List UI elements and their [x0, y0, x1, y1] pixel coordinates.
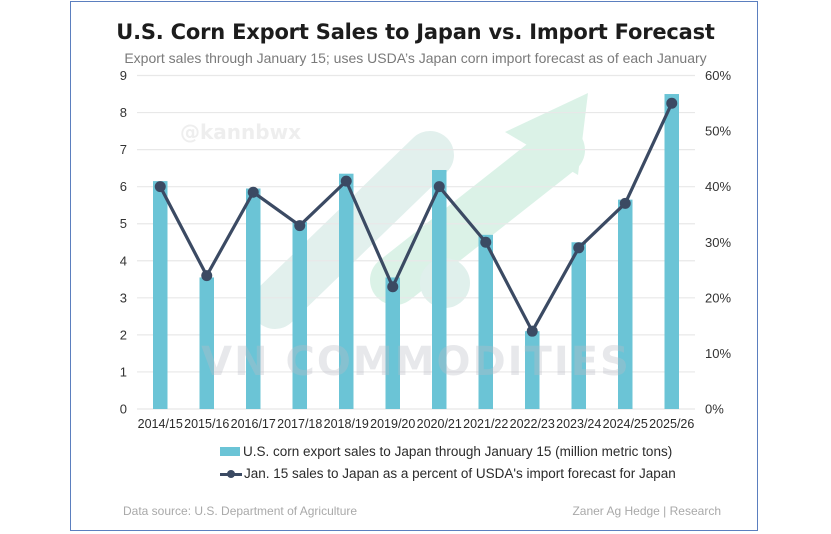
- left-tick-label: 3: [120, 290, 127, 305]
- line-path: [158, 102, 674, 333]
- right-tick-label: 40%: [705, 179, 731, 194]
- left-tick-label: 6: [120, 179, 127, 194]
- x-tick-label: 2017/18: [277, 417, 322, 431]
- watermark-layer: @kannbwx: [180, 93, 588, 329]
- arrow-head: [505, 93, 588, 175]
- line-point: [480, 236, 492, 248]
- bar: [525, 331, 540, 409]
- line-series: [154, 97, 678, 337]
- left-tick-label: 0: [120, 402, 127, 417]
- right-tick-label: 10%: [705, 346, 731, 361]
- legend-item-bars: U.S. corn export sales to Japan through …: [220, 444, 672, 459]
- legend-bar-label: U.S. corn export sales to Japan through …: [243, 444, 673, 459]
- line-point: [387, 281, 399, 293]
- credit: Zaner Ag Hedge | Research: [572, 504, 721, 518]
- bar-series: [153, 94, 679, 410]
- right-tick-label: 20%: [705, 290, 731, 305]
- left-tick-label: 7: [120, 142, 127, 157]
- bar: [664, 94, 679, 410]
- line-point: [666, 97, 678, 109]
- bar: [246, 188, 261, 409]
- x-tick-label: 2016/17: [231, 417, 276, 431]
- line-point: [433, 181, 445, 193]
- bar: [478, 234, 493, 409]
- x-tick-label: 2024/25: [603, 417, 648, 431]
- legend-item-line: Jan. 15 sales to Japan as a percent of U…: [220, 466, 676, 481]
- line-point: [247, 186, 259, 198]
- bar: [292, 221, 307, 409]
- line-point: [526, 325, 538, 337]
- bar: [339, 173, 354, 409]
- bar: [385, 277, 400, 409]
- left-tick-label: 1: [120, 364, 127, 379]
- handle-watermark: @kannbwx: [180, 120, 301, 144]
- x-tick-label: 2015/16: [184, 417, 229, 431]
- x-tick-label: 2021/22: [463, 417, 508, 431]
- data-source: Data source: U.S. Department of Agricult…: [123, 504, 358, 518]
- x-tick-label: 2014/15: [138, 417, 183, 431]
- right-tick-label: 50%: [705, 124, 731, 139]
- line-point: [201, 270, 213, 282]
- line-point: [619, 197, 631, 209]
- right-tick-label: 0%: [705, 402, 724, 417]
- x-tick-label: 2019/20: [370, 417, 415, 431]
- line-point: [154, 181, 166, 193]
- x-tick-label: 2023/24: [556, 417, 601, 431]
- brand-watermark: VN COMMODITIES: [201, 339, 631, 385]
- line-point: [573, 242, 585, 254]
- line-point: [340, 175, 352, 187]
- x-tick-label: 2020/21: [417, 417, 462, 431]
- line-point: [294, 220, 306, 232]
- left-tick-label: 4: [120, 253, 127, 268]
- arrow-stroke-front: [370, 125, 585, 305]
- left-tick-label: 9: [120, 68, 127, 83]
- legend-line-label: Jan. 15 sales to Japan as a percent of U…: [244, 466, 676, 481]
- right-tick-label: 30%: [705, 235, 731, 250]
- bar: [432, 169, 447, 409]
- bar: [199, 277, 214, 409]
- x-tick-label: 2022/23: [510, 417, 555, 431]
- chart-title: U.S. Corn Export Sales to Japan vs. Impo…: [116, 20, 715, 44]
- bar: [571, 242, 586, 409]
- left-tick-label: 2: [120, 327, 127, 342]
- x-tick-label: 2025/26: [649, 417, 694, 431]
- brand-watermark-layer: VN COMMODITIES: [201, 339, 631, 385]
- left-tick-label: 5: [120, 216, 127, 231]
- legend-bar-swatch: [220, 447, 240, 456]
- chart-subtitle: Export sales through January 15; uses US…: [124, 50, 707, 66]
- bar: [618, 199, 633, 409]
- left-tick-label: 8: [120, 105, 127, 120]
- gridlines: [137, 74, 695, 410]
- legend-line-swatch: [220, 469, 242, 479]
- right-tick-label: 60%: [705, 68, 731, 83]
- x-tick-label: 2018/19: [324, 417, 369, 431]
- bar: [153, 181, 168, 409]
